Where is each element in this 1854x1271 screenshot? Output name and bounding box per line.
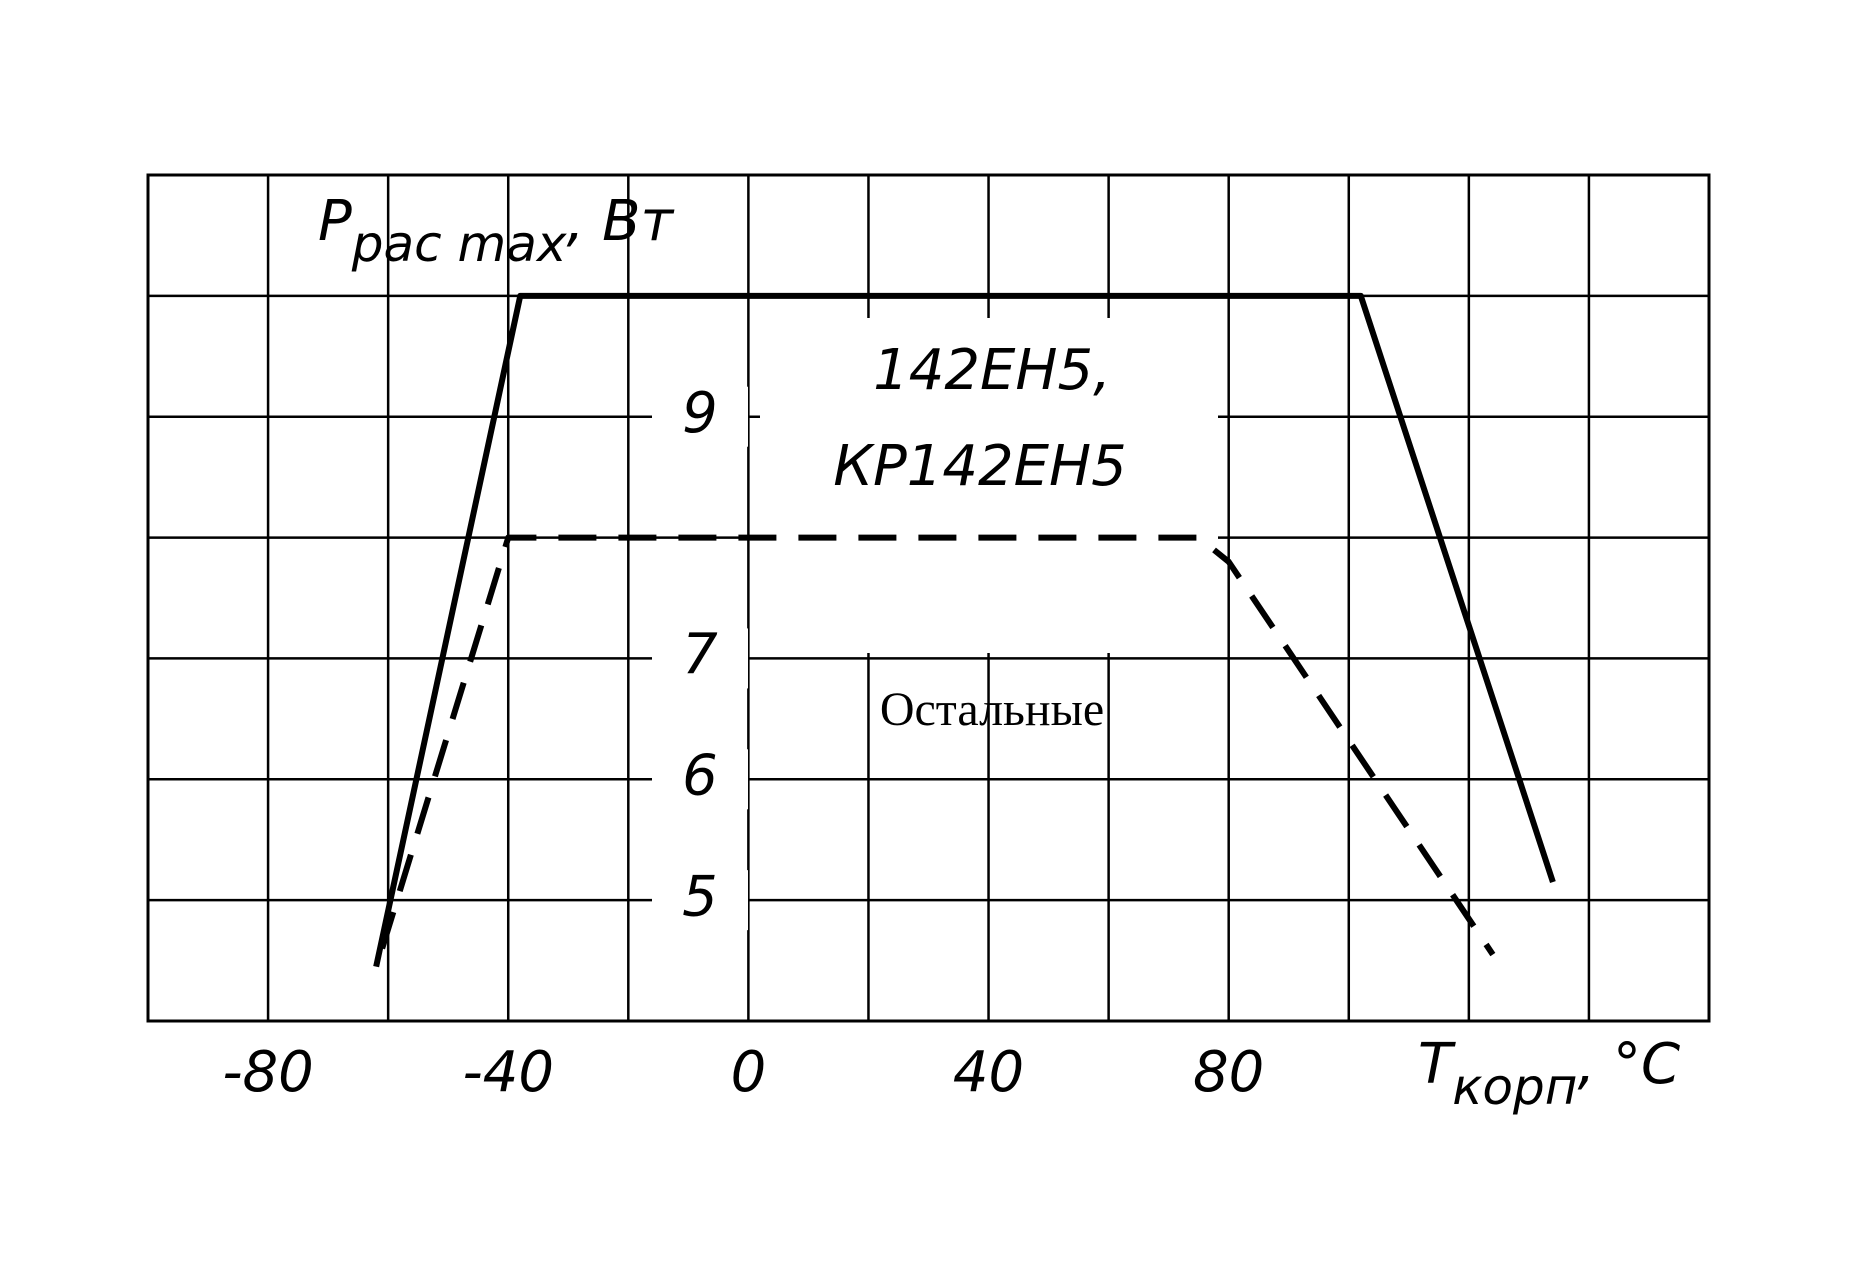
x-tick-label: 0 [731,1040,767,1105]
x-tick-label: -80 [222,1040,313,1105]
x-axis-label-unit: , °C [1577,1032,1680,1097]
x-axis-label: Tкорп, °C [1418,1032,1680,1115]
annotation: Остальные [880,683,1104,736]
annotation: 142ЕН5, [873,338,1111,403]
label-mask [652,749,748,810]
y-axis-label: Pрас max, Вт [318,189,675,272]
x-tick-label: -40 [462,1040,553,1105]
y-axis-label-sub: рас max [351,215,567,273]
label-mask [652,628,748,689]
y-tick-label: 7 [682,623,718,688]
y-tick-label: 6 [682,743,718,808]
y-axis-label-main: P [318,189,352,254]
label-mask [652,386,748,447]
x-axis-label-main: T [1418,1032,1456,1097]
y-tick-label: 5 [682,864,718,929]
label-mask [652,870,748,931]
frame [146,173,1711,1023]
y-tick-label: 9 [682,381,718,446]
x-tick-label: 40 [953,1040,1024,1105]
y-axis-label-unit: , Вт [566,189,674,254]
x-axis-label-sub: корп [1452,1058,1577,1116]
label-mask [760,318,1218,653]
annotation: КР142ЕН5 [833,434,1127,499]
series-line [373,292,1556,968]
x-tick-label: 80 [1193,1040,1264,1105]
